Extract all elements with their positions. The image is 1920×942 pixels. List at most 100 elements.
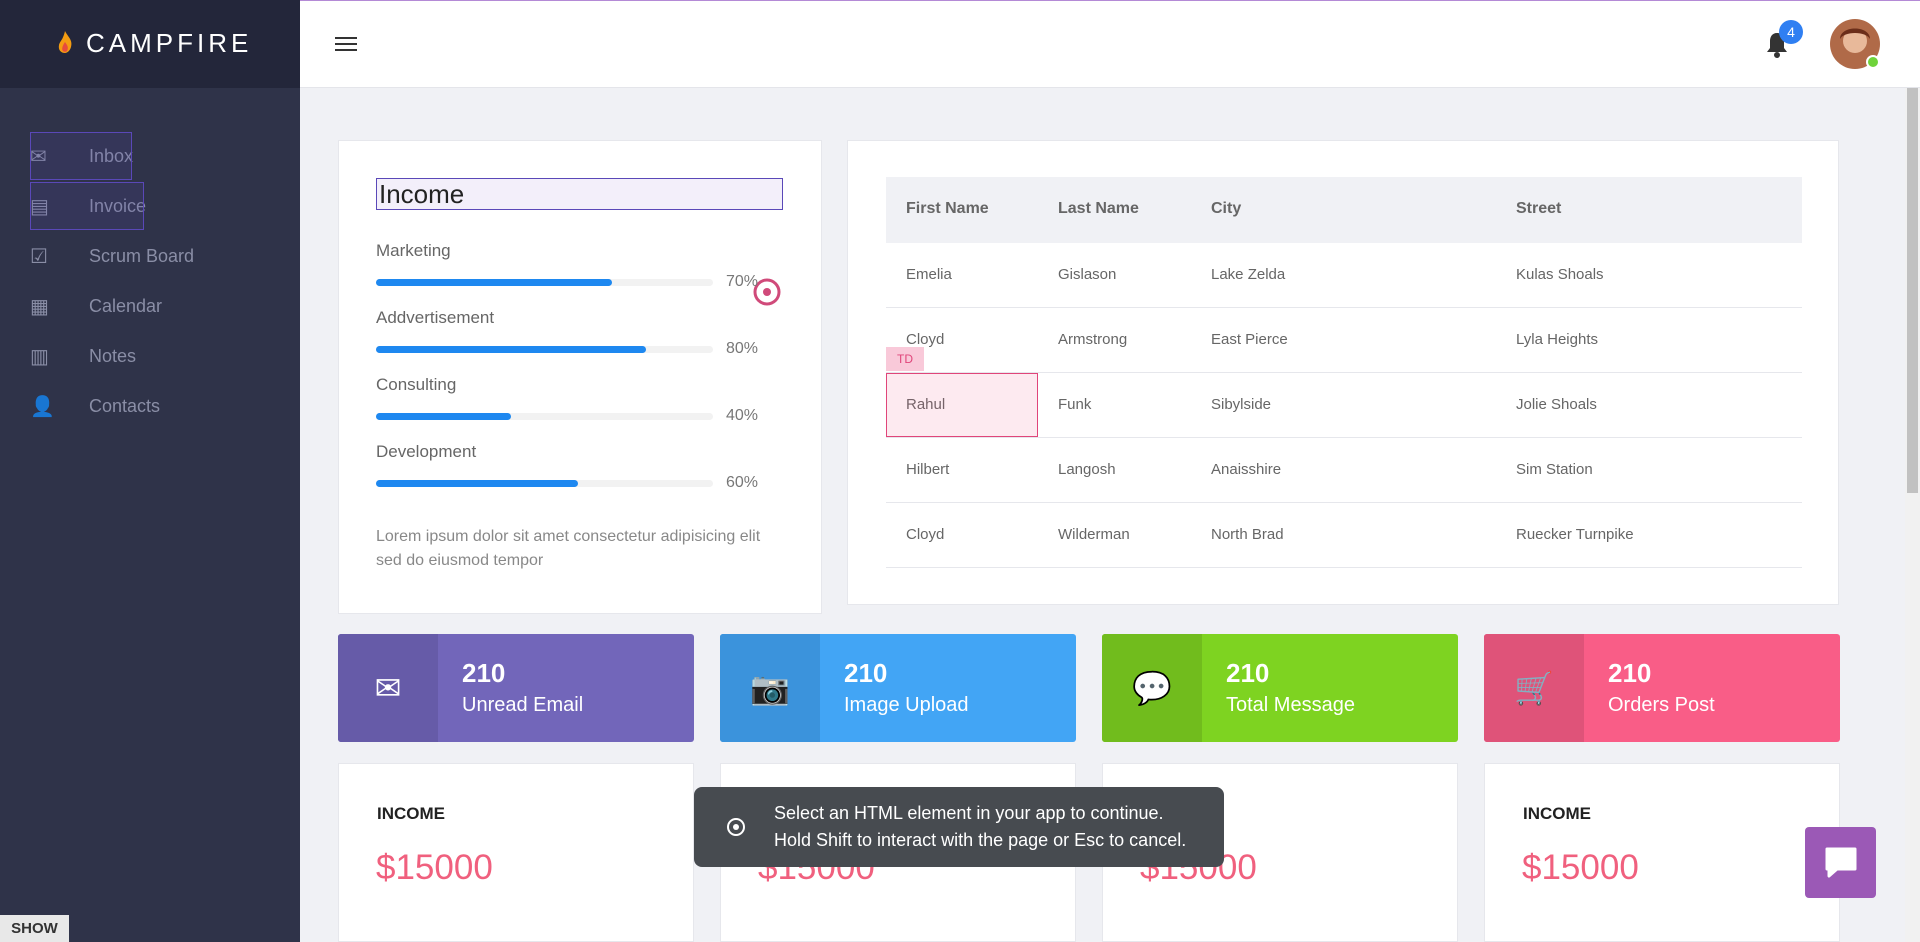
table-header: [886, 177, 1802, 243]
income-summary-title: INCOME: [1523, 804, 1591, 823]
table-cell: Ruecker Turnpike: [1516, 526, 1634, 543]
table-cell: Armstrong: [1058, 331, 1128, 348]
progress-label: Addvertisement: [376, 308, 495, 327]
stat-label: Total Message: [1226, 694, 1355, 716]
progress-track: [376, 279, 713, 286]
flame-icon: [58, 31, 72, 53]
stat-tile[interactable]: 📷 210 Image Upload: [720, 634, 1076, 742]
nav-item[interactable]: 👤 Contacts: [0, 386, 300, 426]
stat-label: Unread Email: [462, 694, 584, 716]
progress-bar: [376, 413, 511, 420]
nav-label: Invoice: [89, 196, 147, 216]
table-cell: Hilbert: [906, 461, 950, 478]
income-title: Income: [376, 178, 783, 210]
progress-value: 40%: [726, 407, 759, 424]
menu-button[interactable]: [335, 35, 357, 53]
progress-track: [376, 346, 713, 353]
table-cell: Lyla Heights: [1516, 331, 1598, 348]
nav-label: Contacts: [89, 396, 161, 416]
stat-tile[interactable]: 💬 210 Total Message: [1102, 634, 1458, 742]
table-cell: Wilderman: [1058, 526, 1130, 543]
progress-value: 70%: [726, 273, 759, 290]
nav-item[interactable]: ☑ Scrum Board: [0, 236, 300, 276]
stat-icon-box: 🛒: [1484, 634, 1584, 742]
table-cell: Cloyd: [906, 526, 945, 543]
income-summary-amount: $15000: [1522, 848, 1639, 887]
nav-icon: ▥: [30, 346, 49, 368]
stat-tile[interactable]: 🛒 210 Orders Post: [1484, 634, 1840, 742]
table-cell: North Brad: [1211, 526, 1284, 543]
table-header-cell: First Name: [906, 200, 989, 217]
progress-label: Consulting: [376, 375, 457, 394]
nav-item[interactable]: ✉ Inbox: [0, 132, 300, 180]
table-cell: Sibylside: [1211, 396, 1272, 413]
nav-item[interactable]: ▤ Invoice: [0, 182, 300, 230]
progress-track: [376, 480, 713, 487]
table-cell: Langosh: [1058, 461, 1116, 478]
progress-track: [376, 413, 713, 420]
avatar[interactable]: [1830, 19, 1882, 71]
table-cell: Gislason: [1058, 266, 1117, 283]
table-cell: Anaisshire: [1211, 461, 1282, 478]
logo: CAMPFIRE: [0, 0, 300, 88]
stat-count: 210: [1608, 658, 1652, 688]
nav-icon: 👤: [30, 396, 55, 418]
target-icon: [727, 818, 745, 836]
stat-icon-box: 📷: [720, 634, 820, 742]
stat-label: Image Upload: [844, 694, 969, 716]
row-divider: [886, 372, 1802, 373]
stat-count: 210: [462, 658, 506, 688]
table-card: First Name Last Name City Street Emelia Gisla…: [847, 140, 1839, 605]
progress-bar: [376, 279, 612, 286]
income-summary-amount: $15000: [376, 848, 493, 887]
table-cell: Rahul: [906, 396, 946, 413]
notification-badge: 4: [1779, 20, 1803, 44]
income-card: Income Lorem ipsum dolor sit amet consec…: [338, 140, 822, 614]
chat-icon: [1825, 847, 1857, 878]
progress-value: 60%: [726, 474, 759, 491]
scroll-thumb[interactable]: [1907, 88, 1918, 493]
stat-icon-box: ✉: [338, 634, 438, 742]
toast-line: Select an HTML element in your app to co…: [774, 803, 1164, 823]
income-description: Lorem ipsum dolor sit amet consectetur a…: [376, 528, 761, 569]
table-header-cell: Street: [1516, 200, 1562, 217]
inspect-badge: TD: [886, 347, 924, 371]
inspect-highlight: [886, 373, 1038, 437]
table-cell: Cloyd: [906, 331, 945, 348]
scrollbar[interactable]: [1905, 88, 1920, 942]
nav-item[interactable]: ▥ Notes: [0, 336, 300, 376]
stat-count: 210: [844, 658, 888, 688]
table-cell: Emelia: [906, 266, 952, 283]
progress-value: 80%: [726, 340, 759, 357]
brand: CAMPFIRE: [86, 28, 253, 58]
nav-label: Calendar: [89, 296, 163, 316]
progress-bar: [376, 480, 579, 487]
table-cell: Funk: [1058, 396, 1092, 413]
nav-item[interactable]: ▦ Calendar: [0, 286, 300, 326]
table-cell: Kulas Shoals: [1516, 266, 1604, 283]
header: 4: [300, 0, 1920, 88]
table-cell: Sim Station: [1516, 461, 1593, 478]
progress-label: Development: [376, 442, 477, 461]
nav-label: Notes: [89, 346, 137, 366]
show-button[interactable]: SHOW: [0, 915, 69, 942]
nav-icon: ▦: [30, 296, 49, 318]
row-divider: [886, 307, 1802, 308]
nav-icon: ▤: [30, 196, 49, 218]
toast: Select an HTML element in your app to co…: [694, 787, 1224, 867]
nav-label: Scrum Board: [89, 246, 195, 266]
toast-line: Hold Shift to interact with the page or …: [774, 830, 1187, 850]
nav-label: Inbox: [89, 146, 134, 166]
stat-label: Orders Post: [1608, 694, 1715, 716]
progress-bar: [376, 346, 646, 353]
inspect-outline: [30, 132, 132, 180]
stat-tile[interactable]: ✉ 210 Unread Email: [338, 634, 694, 742]
income-summary-card: INCOME $15000: [1484, 763, 1840, 942]
chat-button[interactable]: [1805, 827, 1876, 898]
row-divider: [886, 502, 1802, 503]
stat-count: 210: [1226, 658, 1270, 688]
row-divider: [886, 567, 1802, 568]
table-cell: Lake Zelda: [1211, 266, 1286, 283]
income-summary-title: INCOME: [377, 804, 445, 823]
